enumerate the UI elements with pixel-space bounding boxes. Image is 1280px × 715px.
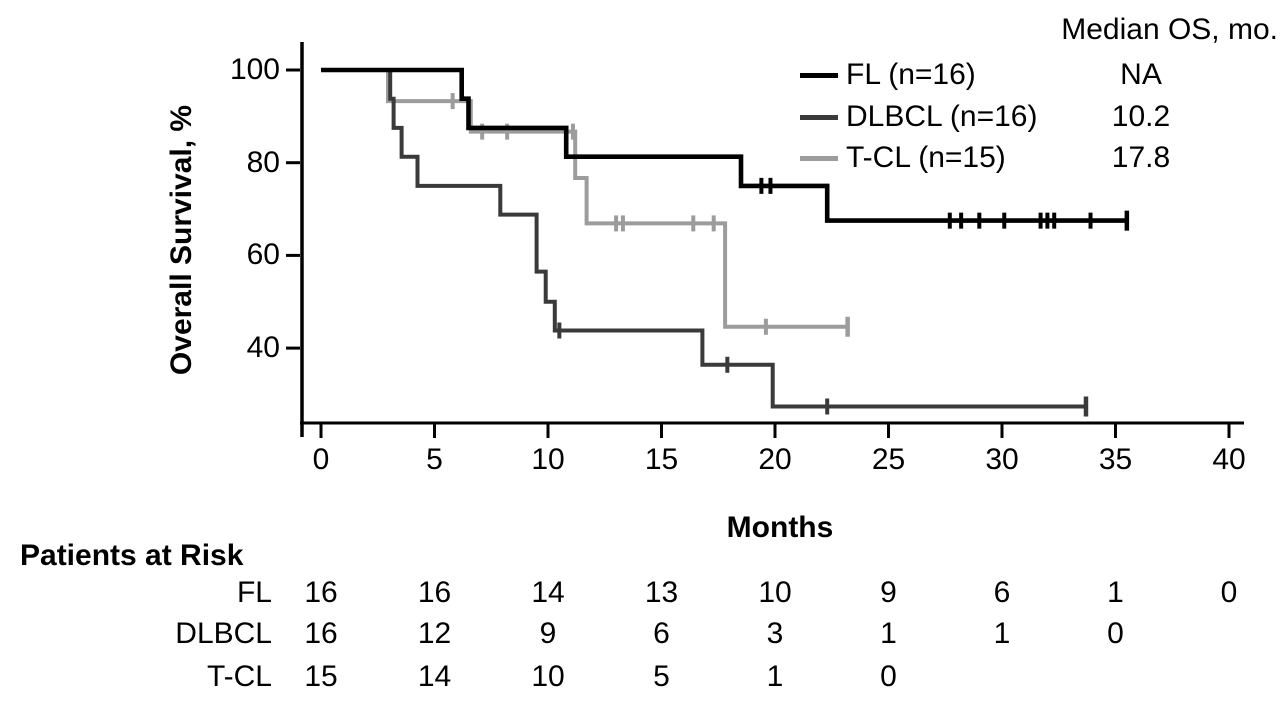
x-tick-label: 10 — [531, 443, 565, 476]
x-tick-label: 0 — [312, 443, 330, 476]
risk-count: 13 — [644, 576, 679, 609]
risk-count: 16 — [304, 617, 338, 650]
risk-count: 0 — [880, 660, 897, 693]
risk-count: 1 — [993, 617, 1011, 650]
legend-header: Median OS, mo. — [1061, 13, 1278, 46]
x-tick-label: 20 — [758, 443, 792, 476]
risk-count: 6 — [993, 576, 1011, 609]
x-tick-label: 35 — [1098, 443, 1133, 476]
x-tick-label: 25 — [871, 443, 906, 476]
risk-count: 14 — [417, 660, 452, 693]
risk-count: 3 — [766, 617, 784, 650]
risk-count: 0 — [1220, 576, 1238, 609]
risk-count: 10 — [758, 576, 792, 609]
x-tick-label: 15 — [644, 443, 679, 476]
t-cl-curve — [321, 68, 848, 329]
y-tick-label: 40 — [246, 331, 280, 365]
y-tick-label: 80 — [246, 145, 280, 179]
legend-line-swatch — [800, 156, 838, 161]
risk-count: 15 — [304, 660, 338, 693]
legend-series-label: DLBCL (n=16) — [846, 100, 1038, 133]
legend-median-value: NA — [1120, 58, 1162, 91]
legend-median-value: 10.2 — [1111, 100, 1171, 133]
legend-series-label: T-CL (n=15) — [846, 141, 1006, 174]
risk-count: 16 — [417, 576, 452, 609]
legend-series-label: FL (n=16) — [846, 58, 976, 91]
risk-count: 14 — [531, 576, 565, 609]
risk-count: 1 — [766, 660, 784, 693]
risk-count: 1 — [880, 617, 897, 650]
legend-median-value: 17.8 — [1111, 141, 1171, 174]
risk-count: 16 — [304, 576, 338, 609]
x-tick-label: 5 — [426, 443, 443, 476]
x-axis-title: Months — [726, 511, 834, 544]
legend-line-swatch — [800, 115, 838, 120]
risk-count: 5 — [653, 660, 670, 693]
legend-line-swatch — [800, 73, 838, 78]
x-tick-label: 40 — [1212, 443, 1246, 476]
x-tick-label: 30 — [985, 443, 1019, 476]
risk-row-label: DLBCL — [175, 617, 272, 650]
y-tick-label: 100 — [229, 53, 280, 86]
y-tick-label: 60 — [246, 238, 280, 272]
risk-count: 10 — [531, 660, 565, 693]
risk-count: 12 — [417, 617, 452, 650]
risk-count: 6 — [653, 617, 670, 650]
risk-row-label: FL — [236, 576, 272, 609]
risk-count: 0 — [1107, 617, 1124, 650]
fl-curve — [321, 67, 1127, 223]
risk-row-label: T-CL — [206, 660, 272, 693]
risk-table-title: Patients at Risk — [20, 539, 244, 572]
dlbcl-curve — [321, 68, 1086, 409]
risk-count: 9 — [539, 617, 557, 650]
risk-count: 1 — [1107, 576, 1124, 609]
risk-count: 9 — [880, 576, 897, 609]
